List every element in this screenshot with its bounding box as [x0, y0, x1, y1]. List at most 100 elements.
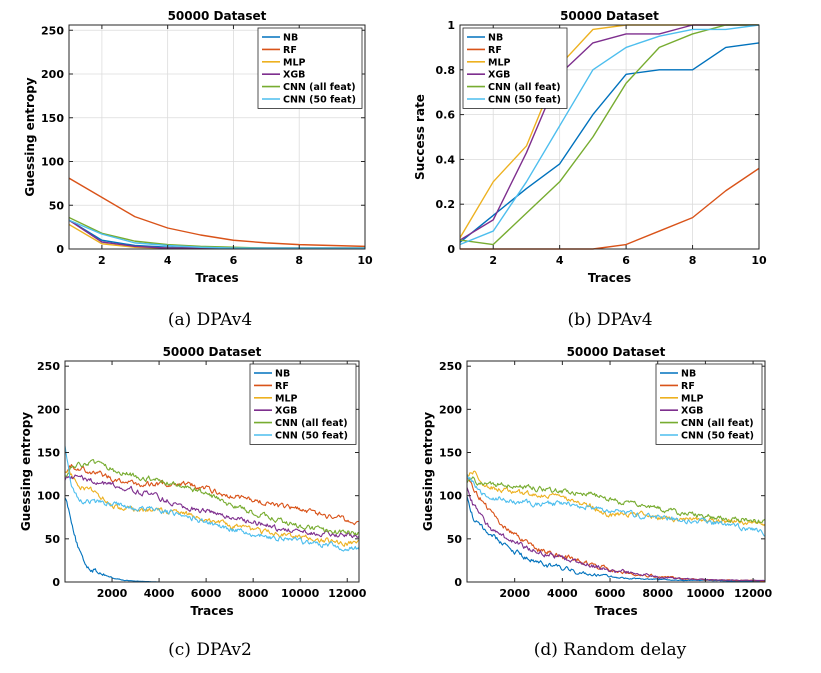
y-axis-label: Guessing entropy: [23, 77, 37, 196]
legend-label: MLP: [283, 57, 306, 68]
y-tick-label: 200: [439, 403, 462, 416]
y-tick-label: 50: [447, 533, 463, 546]
x-tick-label: 10000: [281, 587, 320, 600]
x-tick-label: 2: [98, 254, 106, 267]
series-line-1: [65, 464, 359, 526]
legend-box: [249, 363, 357, 445]
legend-label: NB: [488, 33, 503, 44]
y-tick-label: 250: [41, 24, 64, 37]
chart-panel-1: 2 4 6 8 10 0 0.2 0.4 0.6 0.8 1 50000 Dataset Traces S…: [413, 9, 767, 330]
y-tick-label: 250: [439, 360, 462, 373]
y-tick-label: 0.6: [436, 109, 456, 122]
chart-title: 50000 Dataset: [567, 345, 666, 359]
y-tick-label: 100: [439, 490, 462, 503]
chart-title: 50000 Dataset: [168, 9, 267, 23]
y-tick-label: 0.2: [436, 198, 456, 211]
x-tick-label: 4: [556, 254, 564, 267]
x-tick-label: 6000: [595, 587, 626, 600]
legend-label: MLP: [275, 393, 298, 404]
legend-label: RF: [283, 45, 297, 56]
x-tick-label: 2000: [97, 587, 128, 600]
series-line-2: [65, 469, 359, 547]
legend-label: NB: [283, 33, 298, 44]
legend-box: [462, 27, 568, 109]
y-tick-label: 0: [56, 243, 64, 256]
axes-box: [459, 24, 760, 250]
x-tick-label: 2000: [499, 587, 530, 600]
legend-label: MLP: [488, 57, 511, 68]
y-axis-label: Guessing entropy: [19, 412, 33, 531]
legend-label: CNN (all feat): [283, 82, 356, 93]
chart-title: 50000 Dataset: [163, 345, 262, 359]
x-tick-label: 6: [230, 254, 238, 267]
legend-label: CNN (all feat): [681, 418, 754, 429]
legend-label: CNN (50 feat): [488, 95, 561, 106]
legend-label: CNN (all feat): [275, 418, 348, 429]
y-tick-label: 0: [447, 243, 455, 256]
x-tick-label: 4: [164, 254, 172, 267]
x-tick-label: 10000: [686, 587, 725, 600]
x-tick-label: 8000: [238, 587, 269, 600]
x-tick-label: 6: [622, 254, 630, 267]
x-tick-label: 10: [357, 254, 373, 267]
y-tick-label: 50: [45, 533, 61, 546]
y-tick-label: 0.8: [436, 64, 456, 77]
legend-label: RF: [275, 381, 289, 392]
legend-label: CNN (50 feat): [681, 431, 754, 442]
subfigure-caption: (d) Random delay: [534, 640, 687, 660]
legend-label: XGB: [488, 70, 510, 81]
y-tick-label: 0: [52, 576, 60, 589]
legend-label: XGB: [681, 406, 703, 417]
x-tick-label: 8: [295, 254, 303, 267]
series-line-1: [69, 177, 365, 248]
y-tick-label: 150: [37, 447, 60, 460]
axes-box: [466, 360, 766, 583]
x-axis-label: Traces: [588, 271, 631, 285]
y-tick-label: 150: [41, 112, 64, 125]
legend-label: CNN (50 feat): [275, 431, 348, 442]
axes-box: [64, 360, 360, 583]
subfigure-caption: (b) DPAv4: [567, 310, 652, 330]
legend-label: CNN (all feat): [488, 82, 561, 93]
y-tick-label: 100: [41, 156, 64, 169]
y-tick-label: 200: [37, 403, 60, 416]
series-line-4: [65, 459, 359, 536]
series-line-5: [460, 24, 759, 246]
legend-label: MLP: [681, 393, 704, 404]
x-axis-label: Traces: [594, 604, 637, 618]
y-tick-label: 1: [447, 19, 455, 32]
axes-box: [68, 24, 366, 250]
x-axis-label: Traces: [195, 271, 238, 285]
legend-label: RF: [488, 45, 502, 56]
x-tick-label: 10: [751, 254, 767, 267]
x-axis-label: Traces: [190, 604, 233, 618]
x-tick-label: 12000: [734, 587, 773, 600]
y-tick-label: 0.4: [436, 153, 456, 166]
legend-label: CNN (50 feat): [283, 95, 356, 106]
subfigure-caption: (a) DPAv4: [168, 310, 252, 330]
legend-label: XGB: [275, 406, 297, 417]
series-line-5: [467, 474, 765, 537]
series-line-0: [467, 495, 765, 582]
legend-label: NB: [681, 369, 696, 380]
legend-label: NB: [275, 369, 290, 380]
x-tick-label: 4000: [144, 587, 175, 600]
subfigure-caption: (c) DPAv2: [168, 640, 252, 660]
x-tick-label: 8: [689, 254, 697, 267]
y-tick-label: 150: [439, 447, 462, 460]
chart-panel-2: 2000 4000 6000 8000 10000 12000 0 50 100 150 200 25…: [19, 345, 367, 660]
y-tick-label: 200: [41, 68, 64, 81]
x-tick-label: 12000: [328, 587, 367, 600]
series-line-4: [467, 476, 765, 524]
series-line-5: [69, 219, 365, 249]
y-axis-label: Success rate: [413, 94, 427, 180]
x-tick-label: 4000: [547, 587, 578, 600]
y-tick-label: 0: [454, 576, 462, 589]
y-tick-label: 50: [49, 199, 65, 212]
